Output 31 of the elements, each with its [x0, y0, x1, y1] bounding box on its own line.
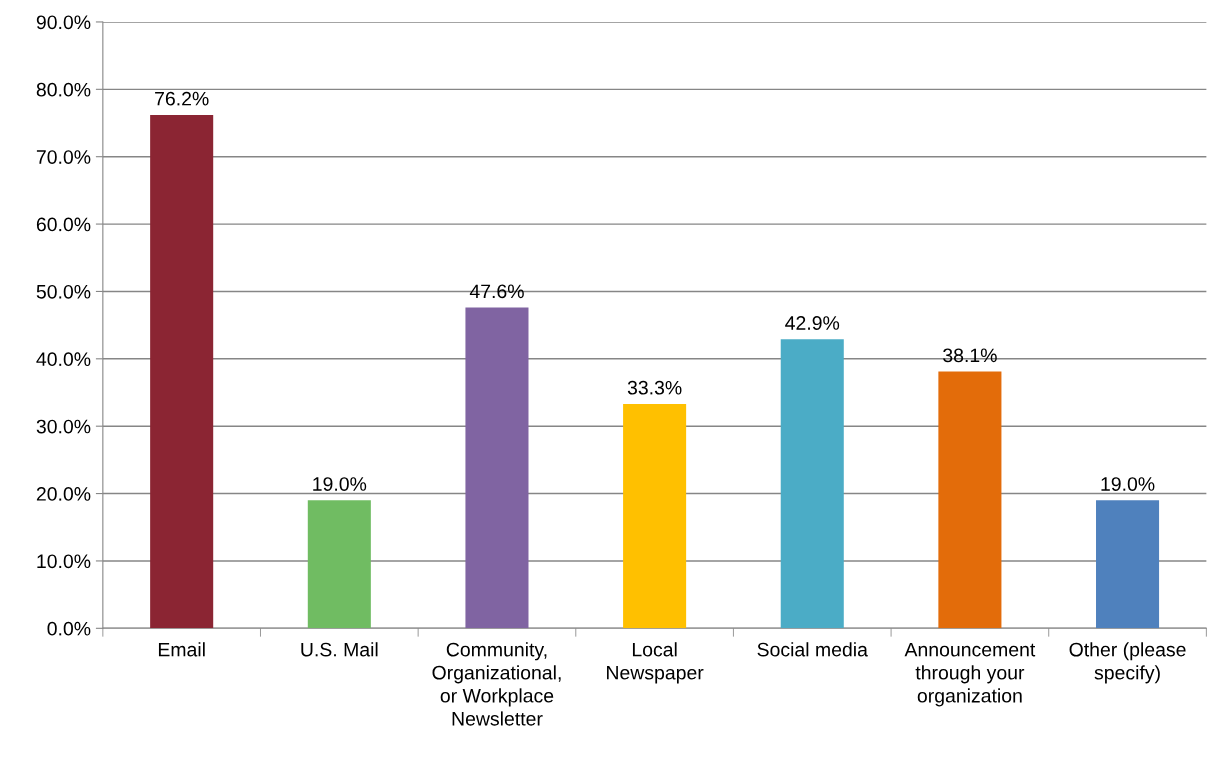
bar [1096, 500, 1160, 629]
bar [150, 114, 214, 629]
y-tick-label: 70.0% [36, 150, 91, 164]
data-label: 19.0% [1101, 477, 1155, 491]
bar [938, 371, 1002, 629]
bar [623, 403, 687, 629]
y-tick-label: 10.0% [37, 554, 91, 569]
y-tick-label: 40.0% [36, 352, 91, 367]
data-label: 19.0% [313, 477, 367, 491]
data-label: 76.2% [155, 91, 209, 106]
x-tick-label: Email [158, 642, 205, 657]
x-tick-label: Community, Organizational, or Workplace Newsletter [432, 642, 561, 726]
bar [465, 307, 529, 629]
data-label: 38.1% [943, 348, 997, 363]
bar [780, 339, 844, 629]
y-tick-label: 90.0% [36, 15, 91, 30]
y-tick-label: 30.0% [36, 419, 91, 434]
y-tick-label: 80.0% [36, 82, 91, 97]
x-tick-label: Announcement through your organization [904, 642, 1036, 707]
data-label: 33.3% [627, 380, 682, 395]
bar [307, 500, 371, 629]
x-tick-label: Social media [757, 642, 868, 657]
y-tick-label: 60.0% [36, 217, 91, 232]
data-label: 47.6% [469, 284, 524, 299]
y-tick-label: 0.0% [47, 621, 91, 636]
x-tick-label: Local Newspaper [607, 642, 704, 684]
x-tick-label: Other (please specify) [1069, 642, 1186, 684]
y-tick-label: 20.0% [36, 487, 91, 501]
x-tick-label: U.S. Mail [301, 642, 378, 657]
data-label: 42.9% [785, 316, 840, 330]
y-tick-label: 50.0% [36, 284, 91, 299]
